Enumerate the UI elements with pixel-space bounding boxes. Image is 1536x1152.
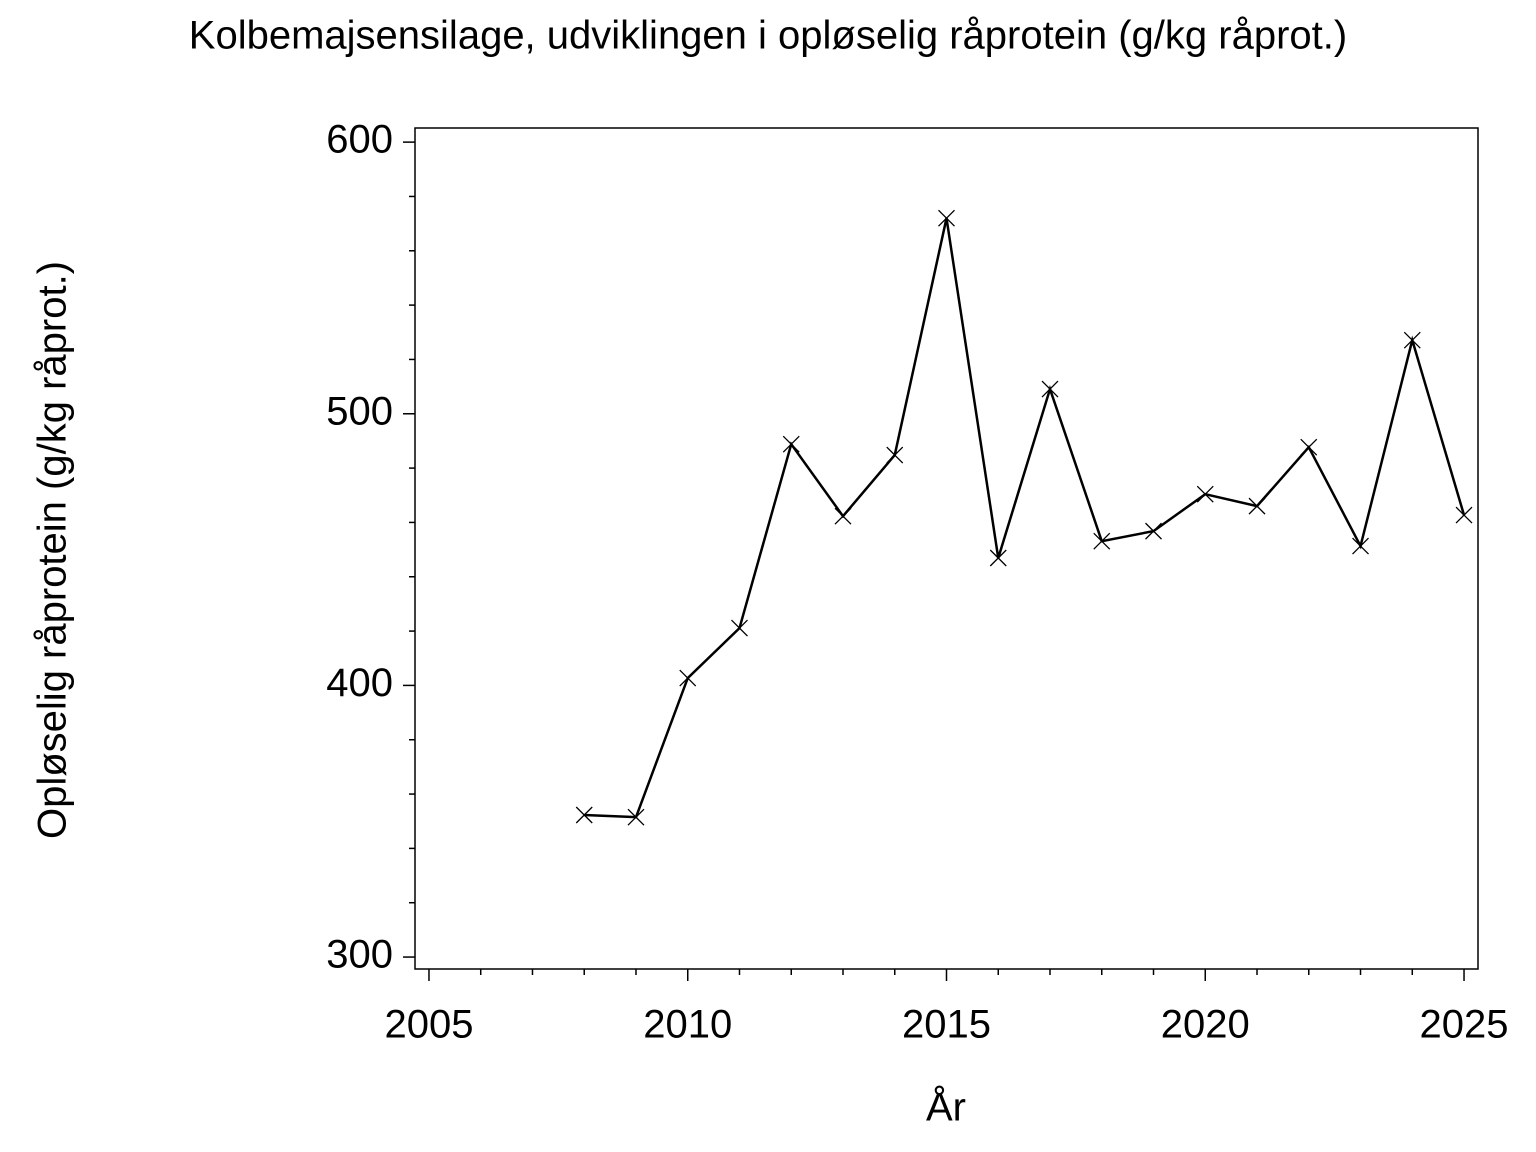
x-tick-label: 2015 — [902, 1003, 991, 1047]
marker — [782, 435, 800, 453]
marker — [627, 808, 645, 826]
y-axis-label: Opløselig råprotein (g/kg råprot.) — [31, 261, 75, 839]
marker — [1196, 485, 1214, 503]
y-tick-label: 400 — [326, 661, 393, 705]
marker — [1248, 497, 1266, 515]
marker — [679, 669, 697, 687]
marker — [1093, 532, 1111, 550]
marker — [575, 806, 593, 824]
marker — [1352, 537, 1369, 555]
marker — [1145, 522, 1162, 540]
marker — [886, 446, 904, 464]
x-tick-label: 2025 — [1420, 1003, 1509, 1047]
marker — [938, 209, 955, 227]
marker — [1455, 506, 1473, 524]
y-tick-label: 300 — [326, 933, 393, 977]
y-tick-label: 500 — [326, 389, 393, 433]
marker — [1300, 438, 1318, 456]
x-tick-label: 2005 — [384, 1003, 473, 1047]
data-line — [584, 217, 1466, 819]
marker — [989, 549, 1007, 567]
chart-title: Kolbemajsensilage, udviklingen i opløsel… — [189, 14, 1347, 58]
y-tick-label: 600 — [326, 118, 393, 162]
x-tick-label: 2020 — [1161, 1003, 1250, 1047]
marker — [834, 507, 852, 525]
x-tick-label: 2010 — [643, 1003, 732, 1047]
x-axis-label: År — [926, 1085, 966, 1130]
marker — [1041, 380, 1059, 398]
marker — [1403, 331, 1421, 349]
plot-frame — [414, 127, 1479, 970]
marker — [731, 619, 748, 637]
